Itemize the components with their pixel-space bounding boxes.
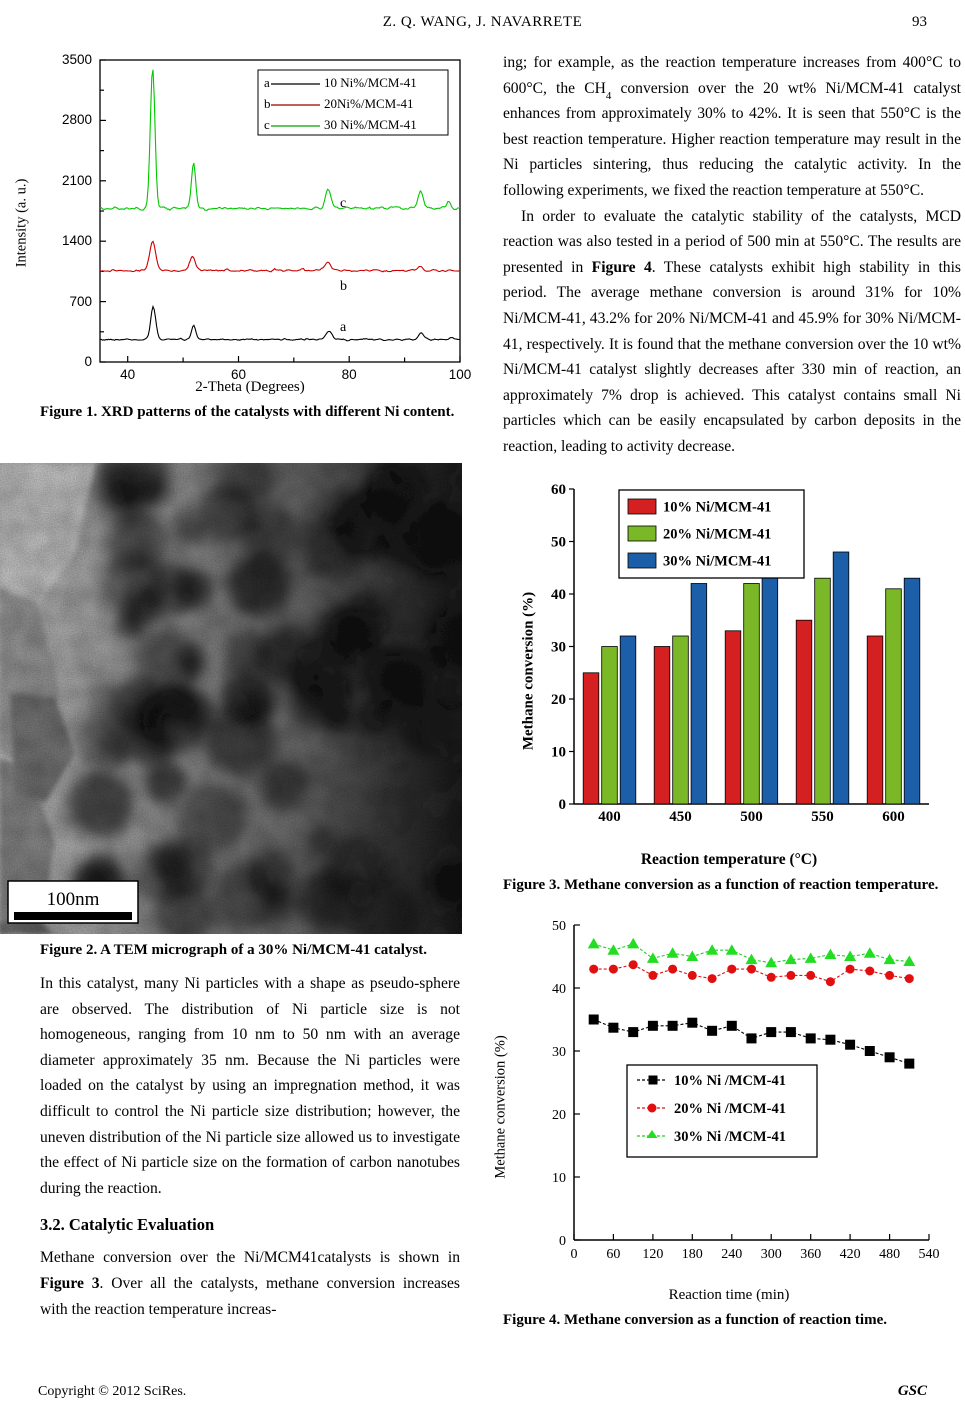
svg-text:20% Ni /MCM-41: 20% Ni /MCM-41: [674, 1101, 786, 1117]
svg-text:540: 540: [919, 1247, 940, 1262]
svg-text:450: 450: [669, 809, 692, 825]
svg-text:10 Ni%/MCM-41: 10 Ni%/MCM-41: [324, 75, 417, 90]
svg-text:100nm: 100nm: [47, 889, 100, 910]
svg-text:c: c: [340, 196, 346, 211]
svg-text:50: 50: [552, 919, 566, 934]
svg-text:360: 360: [800, 1247, 821, 1262]
svg-text:30: 30: [552, 1045, 566, 1060]
svg-text:700: 700: [69, 294, 92, 309]
svg-text:120: 120: [642, 1247, 663, 1262]
svg-text:0: 0: [559, 797, 567, 813]
svg-text:240: 240: [721, 1247, 742, 1262]
svg-text:10% Ni /MCM-41: 10% Ni /MCM-41: [674, 1073, 786, 1089]
svg-text:180: 180: [682, 1247, 703, 1262]
svg-text:30 Ni%/MCM-41: 30 Ni%/MCM-41: [324, 117, 417, 132]
svg-text:100: 100: [449, 367, 472, 382]
svg-text:1400: 1400: [62, 233, 92, 248]
svg-text:a: a: [264, 75, 270, 90]
svg-text:300: 300: [761, 1247, 782, 1262]
svg-text:0: 0: [571, 1247, 578, 1262]
svg-text:30% Ni /MCM-41: 30% Ni /MCM-41: [674, 1129, 786, 1145]
svg-text:550: 550: [811, 809, 834, 825]
svg-text:b: b: [340, 279, 347, 294]
svg-text:600: 600: [882, 809, 905, 825]
svg-text:40: 40: [120, 367, 135, 382]
svg-text:40: 40: [552, 982, 566, 997]
svg-text:30: 30: [551, 639, 566, 655]
svg-text:500: 500: [740, 809, 763, 825]
svg-text:10: 10: [551, 744, 566, 760]
svg-text:20% Ni/MCM-41: 20% Ni/MCM-41: [663, 526, 771, 542]
svg-text:20: 20: [552, 1108, 566, 1123]
svg-text:b: b: [264, 96, 271, 111]
svg-text:a: a: [340, 320, 347, 335]
svg-text:c: c: [264, 117, 270, 132]
svg-text:2800: 2800: [62, 112, 92, 127]
svg-text:80: 80: [342, 367, 357, 382]
svg-text:3500: 3500: [62, 52, 92, 67]
svg-text:0: 0: [84, 354, 92, 369]
svg-text:30% Ni/MCM-41: 30% Ni/MCM-41: [663, 553, 771, 569]
svg-text:0: 0: [559, 1234, 566, 1249]
svg-text:2100: 2100: [62, 173, 92, 188]
svg-text:400: 400: [598, 809, 621, 825]
svg-text:20: 20: [551, 692, 566, 708]
svg-text:10: 10: [552, 1171, 566, 1186]
svg-text:480: 480: [879, 1247, 900, 1262]
svg-text:50: 50: [551, 534, 566, 550]
svg-text:20Ni%/MCM-41: 20Ni%/MCM-41: [324, 96, 414, 111]
svg-text:60: 60: [551, 482, 566, 498]
svg-text:40: 40: [551, 587, 566, 603]
svg-text:60: 60: [606, 1247, 620, 1262]
svg-text:10% Ni/MCM-41: 10% Ni/MCM-41: [663, 499, 771, 515]
svg-text:420: 420: [840, 1247, 861, 1262]
